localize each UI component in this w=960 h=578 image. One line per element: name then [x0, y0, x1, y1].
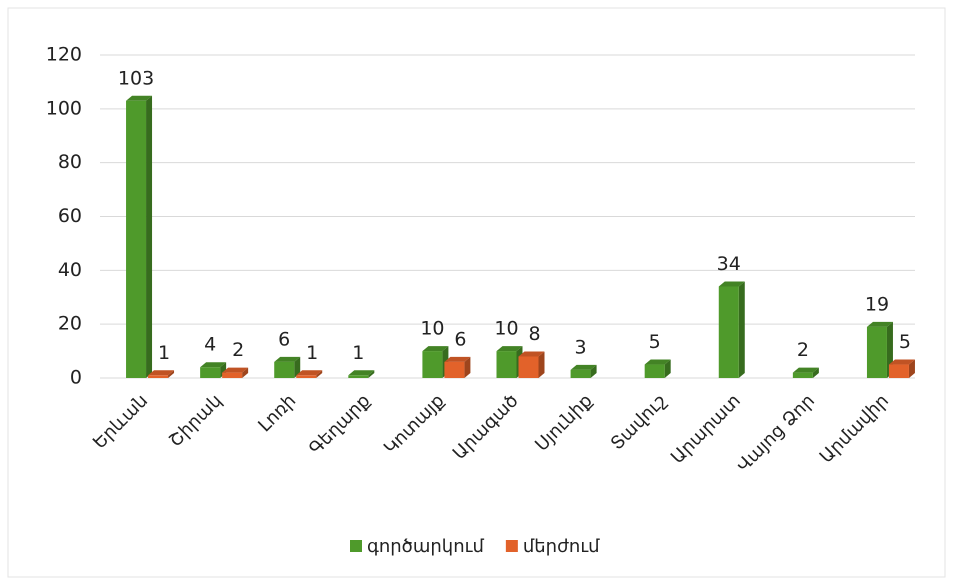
data-label: 2	[797, 339, 809, 361]
x-tick-label: Արագած	[449, 390, 523, 464]
data-label: 19	[865, 293, 889, 315]
x-tick-label: Լոռի	[254, 390, 300, 436]
data-label: 5	[899, 331, 911, 353]
data-label: 2	[232, 339, 244, 361]
data-label: 10	[494, 318, 518, 340]
bar-top	[200, 362, 227, 368]
legend-swatch	[505, 540, 518, 552]
bar	[792, 372, 813, 378]
bar	[518, 356, 539, 378]
y-tick-label: 20	[58, 313, 82, 335]
x-tick-label: Սյունիք	[531, 390, 596, 455]
data-label: 1	[306, 342, 318, 364]
data-label: 6	[454, 328, 466, 350]
y-tick-label: 80	[58, 151, 82, 173]
bar-top	[718, 281, 745, 287]
bar-top	[644, 359, 671, 365]
bar-top	[570, 364, 597, 370]
y-tick-label: 40	[58, 259, 82, 281]
bar-top	[348, 370, 375, 376]
bar-top	[296, 370, 323, 376]
bar-top	[792, 367, 819, 373]
data-label: 5	[649, 331, 661, 353]
bar	[274, 361, 295, 378]
bar-side	[538, 351, 545, 378]
x-tick-label: Արարատ	[667, 390, 745, 468]
x-tick-label: Տավուշ	[607, 390, 671, 454]
bar	[570, 369, 591, 378]
bar-side	[908, 359, 915, 378]
bar-top	[126, 95, 153, 101]
x-tick-label: Գեղարք	[305, 390, 374, 459]
bar-top	[274, 356, 301, 362]
bar-side	[738, 281, 745, 378]
data-label: 6	[278, 328, 290, 350]
bar-side	[146, 95, 153, 378]
bar-side	[664, 359, 671, 378]
x-tick-label: Վայոց Ձոր	[733, 390, 819, 476]
bar-top	[422, 346, 449, 352]
bar-side	[368, 370, 375, 378]
bar	[348, 375, 369, 378]
bar	[422, 351, 443, 378]
data-label: 3	[575, 336, 587, 358]
bar-side	[168, 370, 175, 378]
bar-side	[464, 356, 471, 378]
bar	[644, 364, 665, 378]
y-tick-label: 100	[46, 97, 82, 119]
bar-top	[496, 346, 523, 352]
bar	[496, 351, 517, 378]
bar-top	[444, 356, 471, 362]
legend-label: գործարկում	[367, 536, 484, 557]
legend-swatch	[350, 540, 362, 552]
bar-side	[812, 367, 819, 378]
x-tick-label: Երևան	[89, 390, 152, 453]
bar-top	[148, 370, 175, 376]
bar	[200, 367, 221, 378]
data-label: 1	[352, 342, 364, 364]
chart-frame	[7, 7, 946, 578]
y-tick-label: 60	[58, 205, 82, 227]
data-label: 4	[204, 334, 216, 356]
data-label: 10	[420, 318, 444, 340]
legend-label: մերժում	[523, 536, 600, 557]
data-label: 103	[118, 67, 154, 89]
bar-top	[222, 367, 249, 373]
bar-side	[590, 364, 597, 378]
bar	[888, 364, 909, 378]
bar	[718, 286, 739, 378]
bar-side	[294, 356, 301, 378]
bar	[444, 361, 465, 378]
y-tick-label: 120	[46, 44, 82, 66]
data-label: 1	[158, 342, 170, 364]
data-label: 34	[717, 253, 741, 275]
bar-top	[866, 321, 893, 327]
x-tick-label: Արմավիր	[816, 390, 893, 467]
data-label: 8	[528, 323, 540, 345]
bar	[222, 372, 243, 378]
bar	[296, 375, 317, 378]
bar	[126, 100, 147, 378]
bar-top	[888, 359, 915, 365]
bar-side	[316, 370, 323, 378]
bar-top	[518, 351, 545, 357]
x-tick-label: Կոտայք	[380, 390, 449, 459]
x-tick-label: Շիրակ	[165, 390, 226, 451]
bar-side	[242, 367, 249, 378]
bar	[866, 326, 887, 378]
y-tick-label: 0	[70, 367, 82, 389]
bar	[148, 375, 169, 378]
